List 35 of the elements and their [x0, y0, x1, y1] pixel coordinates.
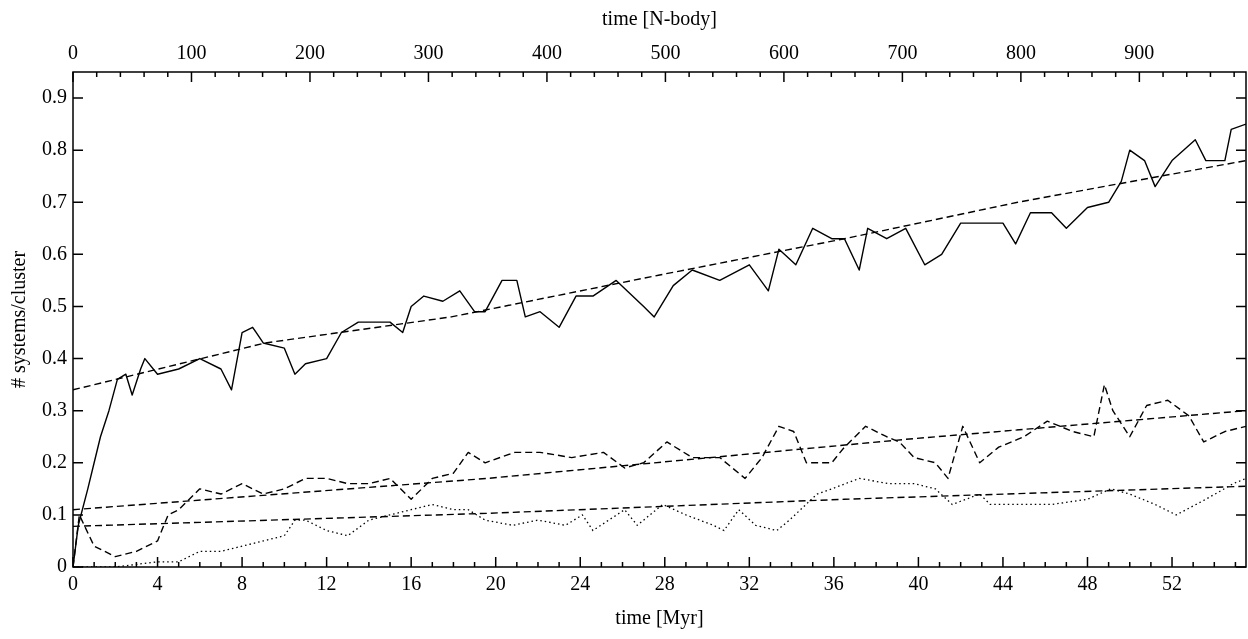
y-tick-label: 0.9	[42, 85, 67, 108]
x2-tick-label: 100	[176, 41, 207, 64]
x-tick-label: 32	[739, 572, 760, 595]
y-tick-label: 0	[57, 554, 67, 577]
y-tick-label: 0.6	[42, 241, 67, 264]
x2-tick-label: 800	[1005, 41, 1036, 64]
x-tick-label: 52	[1162, 572, 1183, 595]
x2-tick-label: 900	[1124, 41, 1155, 64]
y-tick-label: 0.8	[42, 137, 67, 160]
y-tick-label: 0.3	[42, 397, 67, 420]
x2-tick-label: 500	[650, 41, 681, 64]
x-tick-label: 4	[152, 572, 163, 595]
x2-tick-label: 300	[413, 41, 444, 64]
x2-tick-label: 200	[294, 41, 325, 64]
y-tick-label: 0.5	[42, 293, 67, 316]
x-tick-label: 36	[823, 572, 844, 595]
x-axis-title: time [Myr]	[615, 606, 704, 630]
x-tick-label: 8	[237, 572, 248, 595]
x-tick-label: 16	[401, 572, 422, 595]
y-tick-label: 0.7	[42, 189, 67, 212]
x2-tick-label: 400	[531, 41, 562, 64]
x-tick-label: 48	[1077, 572, 1098, 595]
y-tick-label: 0.4	[42, 345, 67, 368]
y-axis-title: # systems/cluster	[7, 250, 31, 389]
x2-axis-title: time [N-body]	[602, 7, 717, 31]
y-tick-label: 0.1	[42, 502, 67, 525]
x-tick-label: 24	[570, 572, 591, 595]
x2-tick-label: 600	[768, 41, 799, 64]
x-tick-label: 40	[908, 572, 929, 595]
x2-tick-label: 700	[887, 41, 918, 64]
x-tick-label: 12	[316, 572, 337, 595]
x-tick-label: 20	[485, 572, 506, 595]
y-tick-label: 0.2	[42, 450, 67, 473]
x-tick-label: 44	[992, 572, 1013, 595]
x-tick-label: 28	[654, 572, 675, 595]
